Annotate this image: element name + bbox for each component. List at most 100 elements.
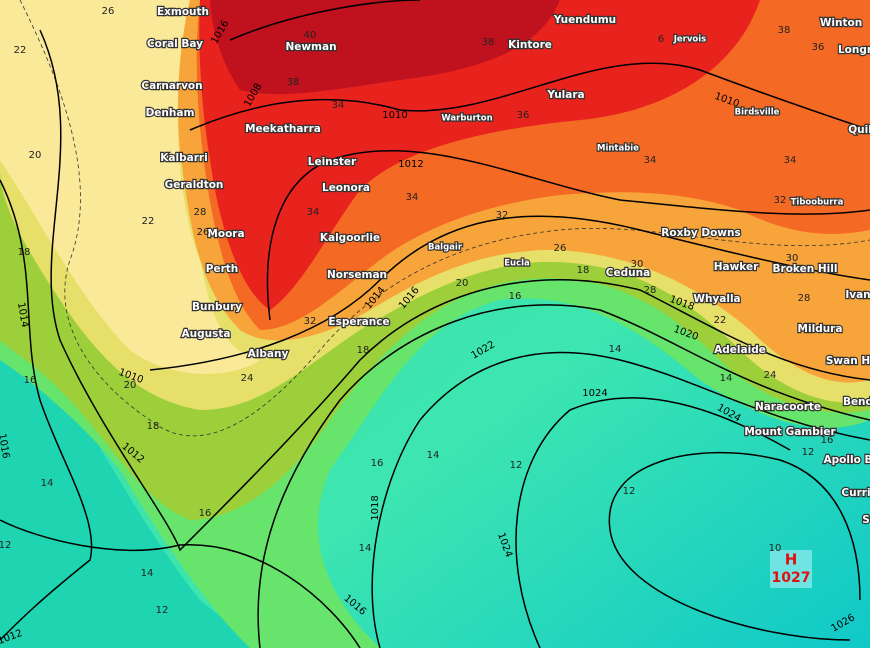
place-label: Mount Gambier (744, 426, 836, 438)
temperature-label: 16 (509, 291, 522, 302)
temperature-label: 6 (658, 34, 664, 45)
place-label: Mildura (798, 323, 843, 335)
place-label: Kalbarri (160, 152, 207, 164)
isobar-label: 1024 (582, 388, 607, 399)
temperature-label: 14 (720, 373, 733, 384)
place-label: Balgair (428, 243, 463, 253)
isobar (39, 29, 870, 552)
temp-field (0, 300, 260, 648)
place-label: Mintabie (597, 144, 639, 154)
temperature-label: 32 (496, 210, 509, 221)
temperature-label: 34 (784, 155, 797, 166)
place-label: Kintore (508, 39, 552, 51)
temperature-label: 18 (577, 265, 590, 276)
temperature-label: 26 (102, 6, 115, 17)
temperature-label: 20 (29, 150, 42, 161)
temperature-label: 12 (623, 486, 636, 497)
temperature-label: 14 (609, 344, 622, 355)
isobar (608, 451, 861, 641)
temperature-label: 28 (798, 293, 811, 304)
temperature-label: 22 (14, 45, 27, 56)
isobar-label: 1014 (15, 302, 30, 329)
temperature-label: 18 (18, 247, 31, 258)
isobar-label: 1012 (398, 159, 423, 170)
place-label: Birdsville (735, 108, 780, 118)
place-label: Esperance (328, 316, 389, 328)
place-label: Ceduna (606, 267, 650, 279)
temperature-label: 38 (287, 77, 300, 88)
isobar (189, 62, 870, 131)
temperature-label: 12 (0, 540, 11, 551)
temperature-label: 34 (332, 100, 345, 111)
temperature-label: 34 (406, 192, 419, 203)
place-label: Swan H (826, 355, 870, 367)
temp-field (0, 0, 260, 374)
temperature-label: 24 (764, 370, 777, 381)
place-label: Perth (206, 263, 239, 275)
temperature-label: 12 (156, 605, 169, 616)
temperature-label: 22 (142, 216, 155, 227)
temperature-label: 34 (307, 207, 320, 218)
temperature-label: 32 (774, 195, 787, 206)
temperature-label: 14 (141, 568, 154, 579)
temperature-label: 10 (769, 543, 782, 554)
temperature-label: 16 (199, 508, 212, 519)
place-label: Apollo B (824, 454, 870, 466)
temperature-label: 36 (517, 110, 530, 121)
temperature-label: 20 (456, 278, 469, 289)
temperature-label: 16 (371, 458, 384, 469)
temperature-label: 38 (482, 37, 495, 48)
temperature-label: 24 (241, 373, 254, 384)
place-label: Bend (843, 396, 870, 408)
temperature-label: 30 (631, 259, 644, 270)
temperature-label: 18 (147, 421, 160, 432)
place-label: Meekatharra (245, 123, 321, 135)
temperature-label: 18 (357, 345, 370, 356)
temperature-label: 14 (41, 478, 54, 489)
place-label: Roxby Downs (661, 227, 740, 239)
place-label: Coral Bay (147, 38, 203, 50)
place-label: Bunbury (192, 301, 242, 313)
temperature-label: 14 (359, 543, 372, 554)
temperature-label: 12 (510, 460, 523, 471)
isobar (371, 351, 870, 648)
temperature-label: 14 (427, 450, 440, 461)
place-label: Carnarvon (141, 80, 202, 92)
isobar-label: 1018 (370, 495, 381, 520)
isobar-label: 1010 (382, 110, 407, 121)
place-label: Curri (841, 487, 870, 499)
place-label: Longr (838, 44, 870, 56)
high-box (770, 550, 812, 588)
temperature-label: 16 (24, 375, 37, 386)
temperature-label: 20 (124, 380, 137, 391)
place-label: Tibooburra (791, 198, 844, 208)
temp-field (210, 0, 560, 95)
isobar (0, 519, 361, 648)
temperature-label: 12 (802, 447, 815, 458)
isobar (266, 149, 870, 321)
temperature-label: 26 (554, 243, 567, 254)
isobar (229, 0, 421, 41)
place-label: Eucla (504, 259, 530, 269)
place-label: Newman (285, 41, 336, 53)
temperature-label: 16 (821, 435, 834, 446)
place-label: Exmouth (157, 6, 209, 18)
place-label: Kalgoorlie (320, 232, 380, 244)
high-pressure: 1027 (772, 570, 811, 586)
place-label: Quil (848, 124, 870, 136)
temperature-label: 26 (197, 227, 210, 238)
place-label: Norseman (327, 269, 387, 281)
temperature-label: 32 (304, 316, 317, 327)
place-label: S (862, 514, 870, 526)
temperature-label: 30 (786, 253, 799, 264)
place-label: Geraldton (165, 179, 224, 191)
temperature-label: 28 (644, 285, 657, 296)
isobar (257, 304, 870, 648)
place-label: Hawker (714, 261, 759, 273)
place-label: Albany (248, 348, 289, 360)
temperature-label: 38 (778, 25, 791, 36)
high-symbol: H (785, 551, 798, 569)
place-label: Broken Hill (773, 263, 838, 275)
place-label: Naracoorte (755, 401, 821, 413)
